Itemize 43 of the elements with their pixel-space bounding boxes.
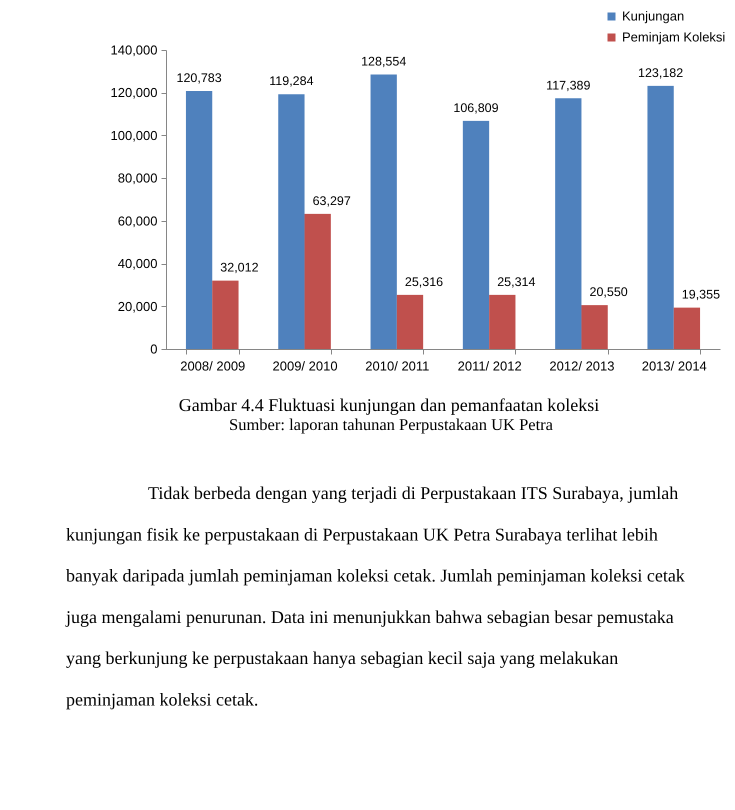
y-tick-label: 140,000 [110,42,158,58]
bar [304,214,331,349]
data-label: 20,550 [589,285,628,300]
data-label: 128,554 [361,54,406,68]
y-tick-label: 60,000 [118,213,158,228]
bar [674,308,700,349]
text: Sumber: laporan tahunan Perpustakaan UK Petra [229,415,554,434]
bar [489,294,516,349]
data-label: 117,389 [546,78,590,92]
y-tick-label: 20,000 [118,298,158,314]
data-label: 123,182 [638,66,684,80]
data-label: 25,316 [404,274,444,289]
data-label: 25,314 [497,274,536,289]
legend-label: Kunjungan [622,8,684,24]
text: Tidak berbeda dengan yang terjadi di Perpustakaan ITS Surabaya, jumlah kunjungan fisik ke perpustakaan di Perpustakaan UK Petra Surabaya terlihat lebih banyak daripada jumlah peminjaman koleksi cetak. Jumlah peminjaman koleksi cetak juga mengalami penurunan. Data ini menunjukkan bahwa sebagian besar pemustaka yang berkunjung ke perpustakaan hanya sebagian kecil saja yang melakukan peminjaman koleksi cetak. [65,483,685,710]
x-tick-label: 2009/ 2010 [272,358,338,374]
x-tick-label: 2013/ 2014 [642,358,707,374]
y-tick-label: 80,000 [118,170,158,186]
bar [370,74,397,349]
x-tick-label: 2011/ 2012 [458,358,522,374]
data-label: 32,012 [220,260,259,275]
x-tick-label: 2010/ 2011 [365,358,430,374]
data-label: 63,297 [312,194,351,208]
y-tick-label: 100,000 [110,128,158,143]
bar [186,91,212,349]
bar [278,94,305,349]
data-label: 120,783 [176,71,222,86]
bar [462,120,490,349]
text: Gambar 4.4 Fluktuasi kunjungan dan pemanfaatan koleksi [178,395,600,415]
data-label: 19,355 [682,288,720,302]
y-tick-label: 120,000 [110,85,158,100]
x-tick-label: 2012/ 2013 [549,358,614,374]
x-tick-label: 2008/ 2009 [180,358,246,374]
bar [581,305,608,349]
bar [555,98,582,349]
y-tick-label: 0 [150,342,158,356]
bar [212,280,239,349]
y-tick-label: 40,000 [118,256,158,272]
bar [647,86,674,349]
legend-label: Peminjam Koleksi [622,30,726,44]
data-label: 106,809 [453,100,499,115]
bar [396,294,424,349]
data-label: 119,284 [269,74,314,88]
